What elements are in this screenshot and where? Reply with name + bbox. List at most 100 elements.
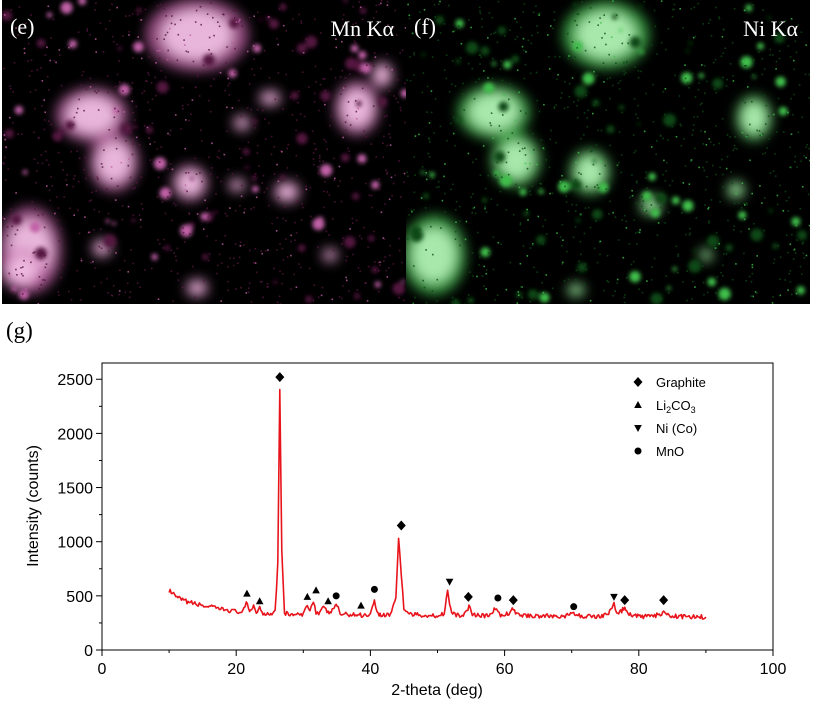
peak-marker-diamond [275,372,285,383]
noise-pixel [782,131,785,133]
noise-pixel [248,287,250,289]
noise-pixel [797,131,800,134]
noise-pixel [115,252,117,254]
noise-pixel [94,9,97,11]
noise-pixel [177,33,180,36]
speck [60,1,73,14]
noise-pixel [122,90,124,92]
noise-pixel [496,41,499,44]
noise-pixel [391,68,393,71]
noise-pixel [775,68,777,70]
noise-pixel [360,162,363,164]
noise-pixel [153,141,156,143]
noise-pixel [218,150,220,152]
noise-pixel [63,196,65,198]
noise-pixel [809,159,810,162]
noise-pixel [555,141,557,144]
noise-pixel [70,150,73,153]
noise-pixel [592,112,594,115]
noise-pixel [636,181,638,184]
noise-pixel [149,159,151,161]
noise-pixel [245,114,248,117]
noise-pixel [46,185,48,187]
noise-pixel [9,85,11,87]
noise-pixel [526,255,529,257]
peak-marker-diamond [463,591,473,602]
noise-pixel [27,42,30,45]
speck [639,49,644,55]
noise-pixel [662,173,664,176]
noise-pixel [803,257,806,259]
noise-pixel [6,234,9,237]
speck [582,72,595,85]
noise-pixel [263,191,265,193]
noise-pixel [41,80,44,82]
noise-pixel [347,20,350,23]
noise-pixel [571,41,574,43]
noise-pixel [433,132,436,134]
noise-pixel [28,74,31,77]
noise-pixel [686,81,689,84]
noise-pixel [692,204,695,207]
noise-pixel [361,72,364,74]
noise-pixel [561,223,564,226]
noise-pixel [209,110,212,113]
noise-pixel [111,35,114,38]
noise-pixel [715,91,717,94]
noise-pixel [786,234,788,237]
noise-pixel [40,67,42,69]
noise-pixel [134,187,136,189]
y-axis-title: Intensity (counts) [25,445,42,567]
noise-pixel [135,105,137,108]
noise-pixel [359,270,362,273]
noise-pixel [679,8,681,10]
noise-pixel [212,16,214,19]
noise-pixel [787,111,789,114]
noise-pixel [148,137,151,140]
noise-pixel [296,200,299,202]
noise-pixel [437,3,440,5]
noise-pixel [640,13,642,15]
noise-pixel [389,245,391,247]
noise-pixel [593,70,595,73]
noise-pixel [339,76,342,78]
noise-pixel [201,180,203,183]
noise-pixel [762,9,764,11]
noise-pixel [674,74,676,77]
noise-pixel [380,2,382,5]
noise-pixel [576,116,579,119]
noise-pixel [218,25,221,28]
noise-pixel [295,286,298,288]
noise-pixel [471,68,473,70]
noise-pixel [693,6,696,9]
noise-pixel [458,24,460,27]
noise-pixel [536,99,539,102]
noise-pixel [273,173,276,175]
noise-pixel [517,142,520,144]
noise-pixel [163,4,166,7]
noise-pixel [166,3,168,6]
noise-pixel [530,42,532,45]
noise-pixel [162,247,165,249]
noise-pixel [644,209,646,211]
noise-pixel [266,283,269,285]
noise-pixel [206,207,208,209]
noise-pixel [408,17,411,20]
noise-pixel [746,203,748,206]
noise-pixel [551,287,554,290]
noise-pixel [86,30,88,32]
noise-pixel [68,46,70,49]
noise-pixel [173,252,175,254]
noise-pixel [491,77,494,80]
noise-pixel [439,0,441,3]
noise-pixel [368,194,371,197]
speck [359,7,367,14]
noise-pixel [75,111,78,114]
noise-pixel [243,211,245,214]
noise-pixel [20,27,23,30]
noise-pixel [98,245,101,248]
noise-pixel [508,98,510,101]
noise-pixel [759,185,761,187]
noise-pixel [158,161,161,163]
